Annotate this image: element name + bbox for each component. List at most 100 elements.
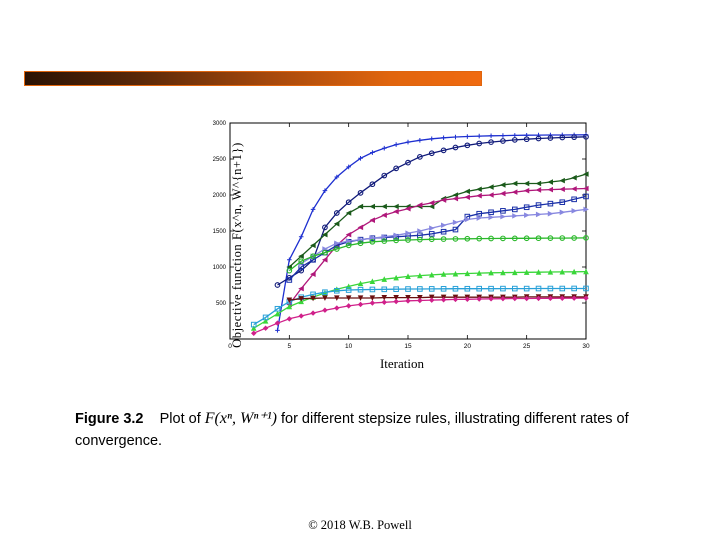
data-point [369, 203, 375, 210]
data-point [548, 132, 553, 138]
data-point [511, 189, 518, 195]
data-point [523, 235, 530, 242]
data-point [417, 295, 423, 301]
data-point [488, 133, 494, 139]
data-point [571, 268, 577, 275]
data-point [512, 213, 518, 219]
data-point [583, 235, 589, 241]
data-point [488, 214, 495, 221]
data-point [428, 236, 435, 243]
data-point [428, 203, 435, 210]
data-point [345, 242, 352, 249]
data-point [535, 269, 542, 275]
data-point [405, 230, 411, 236]
data-point [499, 190, 506, 197]
data-point [310, 207, 316, 212]
data-point [429, 297, 435, 303]
data-point [440, 297, 447, 303]
data-point [310, 253, 316, 260]
data-point [275, 328, 280, 333]
data-point [393, 274, 399, 281]
data-point [345, 210, 352, 216]
data-point [393, 142, 399, 147]
y-tick-label: 1000 [213, 265, 227, 271]
data-point [381, 172, 388, 179]
data-point [583, 193, 589, 200]
series-triangle-left-darkgreen [286, 171, 589, 270]
data-point [547, 179, 553, 185]
data-point [417, 286, 423, 292]
data-point [583, 133, 589, 140]
data-point [476, 215, 483, 221]
series-line [253, 287, 586, 326]
data-point [452, 219, 459, 226]
data-point [535, 295, 542, 302]
data-point [559, 295, 565, 301]
y-tick-label: 500 [216, 301, 227, 307]
data-point [464, 235, 471, 242]
data-point [465, 134, 470, 139]
data-point [441, 135, 446, 141]
data-point [310, 310, 316, 316]
data-point [251, 330, 257, 336]
series-circle-darkblue [274, 133, 589, 288]
data-point [429, 136, 435, 142]
data-point [476, 192, 482, 199]
data-point [286, 297, 293, 304]
data-point [547, 135, 554, 141]
data-point [298, 285, 304, 292]
data-point [370, 150, 375, 155]
data-point [559, 268, 566, 275]
data-point [357, 295, 364, 301]
data-point [393, 286, 399, 292]
data-point [417, 137, 423, 143]
data-point [523, 204, 530, 211]
data-point [488, 235, 494, 242]
data-point [417, 228, 423, 234]
data-point [452, 226, 459, 233]
data-point [262, 314, 269, 321]
data-point [547, 186, 553, 193]
data-point [428, 150, 435, 157]
x-tick-label: 20 [464, 343, 472, 350]
data-point [416, 202, 423, 208]
data-point [358, 155, 363, 161]
data-point [499, 182, 506, 188]
data-point [428, 200, 435, 206]
data-point [345, 199, 352, 206]
data-point [287, 257, 292, 263]
data-point [440, 147, 447, 154]
data-point [381, 238, 388, 244]
data-point [571, 186, 577, 192]
data-point [440, 228, 447, 235]
data-point [298, 267, 305, 274]
data-point [512, 295, 518, 302]
data-point [381, 233, 388, 240]
data-point [488, 139, 494, 145]
data-point [345, 295, 352, 301]
data-point [488, 209, 494, 216]
data-point [535, 187, 542, 193]
data-point [535, 180, 542, 187]
data-point [369, 300, 376, 306]
data-point [488, 296, 494, 302]
series-square-blue [286, 193, 589, 283]
data-point [428, 231, 435, 237]
data-point [500, 208, 506, 214]
data-point [512, 206, 518, 213]
data-point [583, 185, 589, 192]
data-point [310, 242, 316, 249]
data-point [535, 135, 542, 142]
data-point [512, 269, 518, 276]
data-point [310, 271, 316, 277]
data-point [476, 210, 482, 217]
data-point [298, 313, 304, 319]
data-point [381, 203, 387, 210]
data-point [453, 134, 458, 140]
x-tick-label: 30 [582, 343, 590, 350]
data-point [488, 192, 494, 198]
figure-label: Figure 3.2 [75, 411, 144, 427]
data-point [369, 278, 376, 284]
series-square-cyan [250, 285, 589, 328]
data-point [476, 270, 482, 276]
